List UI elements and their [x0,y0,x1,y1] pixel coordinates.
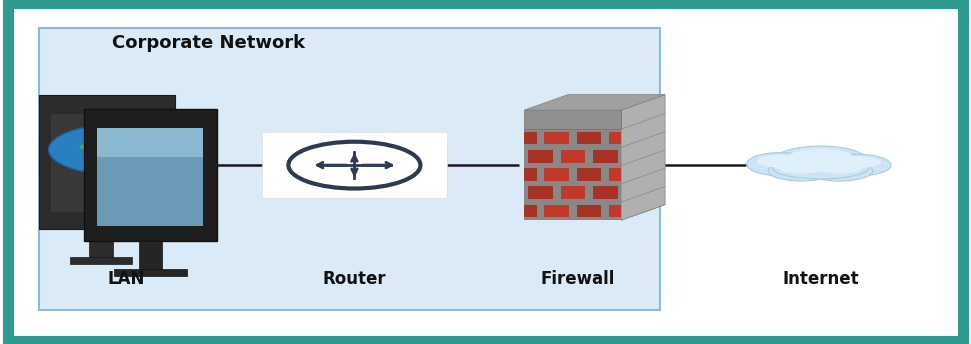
FancyBboxPatch shape [39,28,660,310]
FancyBboxPatch shape [609,168,621,181]
Ellipse shape [807,161,873,181]
FancyBboxPatch shape [524,168,537,181]
FancyBboxPatch shape [593,186,618,199]
Polygon shape [524,95,665,110]
Ellipse shape [768,161,834,181]
FancyBboxPatch shape [545,132,569,144]
FancyBboxPatch shape [577,205,601,217]
Circle shape [49,124,194,175]
Text: Internet: Internet [783,270,858,288]
Text: Firewall: Firewall [541,270,615,288]
Ellipse shape [106,150,127,157]
Ellipse shape [756,155,803,168]
FancyBboxPatch shape [524,205,537,217]
Ellipse shape [787,159,854,171]
FancyBboxPatch shape [89,229,113,260]
FancyBboxPatch shape [97,128,203,226]
FancyBboxPatch shape [560,186,586,199]
Ellipse shape [126,141,151,151]
FancyBboxPatch shape [139,241,162,272]
FancyBboxPatch shape [577,132,601,144]
FancyBboxPatch shape [545,168,569,181]
FancyBboxPatch shape [609,205,621,217]
FancyBboxPatch shape [70,257,132,264]
Ellipse shape [747,153,813,176]
FancyBboxPatch shape [97,128,203,157]
Ellipse shape [80,143,109,151]
Ellipse shape [788,149,853,164]
Ellipse shape [775,146,866,173]
FancyBboxPatch shape [593,150,618,163]
Text: Router: Router [322,270,386,288]
FancyBboxPatch shape [524,132,537,144]
FancyBboxPatch shape [560,150,586,163]
Ellipse shape [806,168,874,178]
FancyBboxPatch shape [524,129,621,220]
Ellipse shape [772,164,869,175]
FancyBboxPatch shape [39,95,175,229]
FancyBboxPatch shape [84,109,217,241]
Ellipse shape [774,155,867,168]
Ellipse shape [817,162,863,174]
Ellipse shape [103,160,120,166]
FancyBboxPatch shape [262,132,447,198]
Ellipse shape [778,162,824,174]
FancyBboxPatch shape [528,186,552,199]
Ellipse shape [746,160,814,172]
Ellipse shape [835,156,881,168]
Ellipse shape [85,135,122,144]
Text: LAN: LAN [108,270,145,288]
FancyBboxPatch shape [528,150,552,163]
Ellipse shape [767,168,835,178]
Ellipse shape [824,162,891,172]
Ellipse shape [824,154,891,176]
Text: Corporate Network: Corporate Network [113,34,305,52]
FancyBboxPatch shape [577,168,601,181]
Polygon shape [621,95,665,220]
FancyBboxPatch shape [609,132,621,144]
FancyBboxPatch shape [524,110,621,129]
Ellipse shape [773,157,869,179]
FancyBboxPatch shape [114,269,187,276]
FancyBboxPatch shape [545,205,569,217]
FancyBboxPatch shape [51,114,162,212]
Circle shape [288,142,420,189]
